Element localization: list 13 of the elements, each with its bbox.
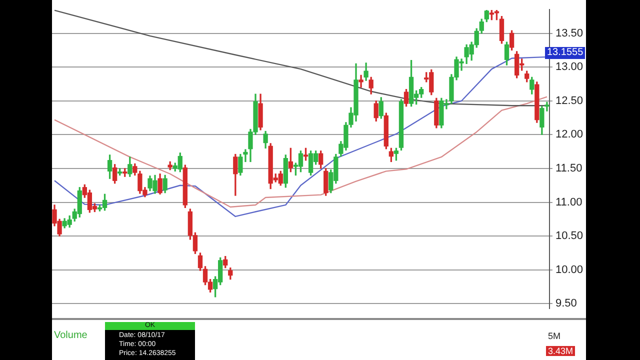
text: 5M xyxy=(548,331,561,341)
y-tick-label: 11.50 xyxy=(555,162,582,174)
y-tick-label: 9.50 xyxy=(555,298,577,310)
annotation: 13.1555 xyxy=(545,47,586,59)
text: Volume xyxy=(54,330,88,341)
y-tick-label: 11.00 xyxy=(555,196,582,208)
y-tick-label: 10.50 xyxy=(555,230,584,242)
y-tick-label: 12.00 xyxy=(555,128,584,141)
y-tick-label: 12.50 xyxy=(555,94,584,107)
text: 3.43M xyxy=(546,346,576,356)
y-tick-label: 13.00 xyxy=(555,61,584,74)
y-tick-label: 10.00 xyxy=(555,264,584,276)
y-tick-label: 13.50 xyxy=(555,27,584,40)
